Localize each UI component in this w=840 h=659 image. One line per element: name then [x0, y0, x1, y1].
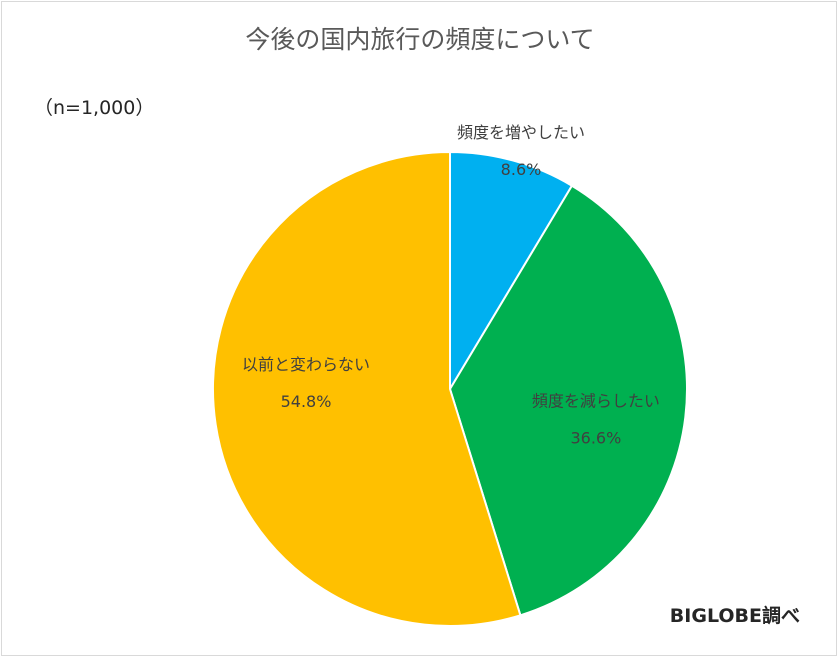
source-credit: BIGLOBE調べ — [669, 605, 800, 627]
slice-label-1: 頻度を減らしたい — [532, 392, 660, 411]
pie-slice-1 — [448, 184, 688, 617]
sample-size-note: （n=1,000） — [34, 97, 155, 119]
chart-title: 今後の国内旅行の頻度について — [245, 25, 595, 54]
slice-label-0: 頻度を増やしたい — [457, 123, 585, 142]
slice-value-1: 36.6% — [570, 429, 621, 448]
slice-label-2: 以前と変わらない — [242, 355, 370, 374]
slice-value-2: 54.8% — [281, 392, 332, 411]
pie-slice-0 — [449, 150, 574, 393]
pie-slice-2 — [212, 150, 522, 627]
slice-value-0: 8.6% — [501, 160, 542, 179]
